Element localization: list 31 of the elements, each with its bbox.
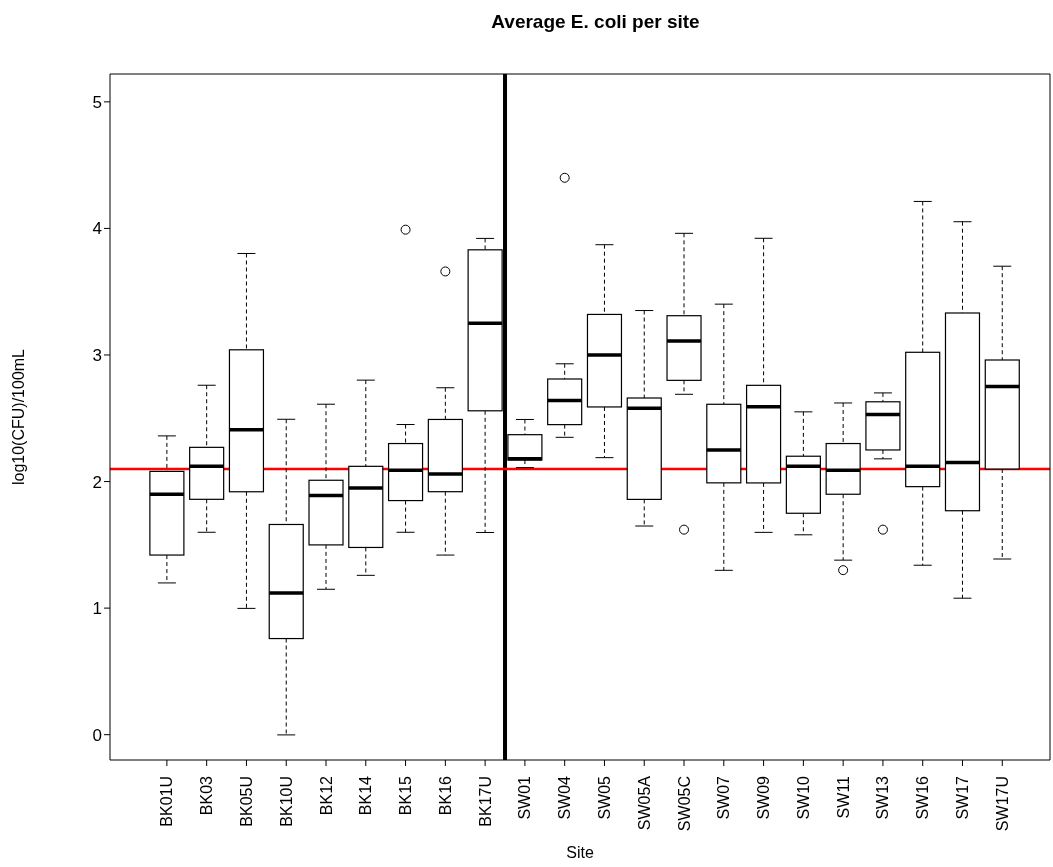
x-tick-label: SW10: [794, 775, 812, 820]
x-tick-label: SW09: [755, 775, 773, 820]
x-tick-label: BK10U: [277, 776, 295, 827]
x-tick-label: SW17U: [993, 776, 1011, 832]
x-tick-label: SW07: [715, 775, 733, 820]
x-tick-label: BK05U: [237, 776, 255, 827]
x-tick-label: BK14: [357, 775, 375, 816]
x-tick-label: BK17U: [476, 776, 494, 827]
y-tick-label: 0: [92, 725, 102, 745]
y-axis-title: log10(CFU)/100mL: [9, 348, 27, 486]
x-tick-label: BK01U: [158, 776, 176, 827]
x-tick-label: BK03: [198, 775, 216, 816]
x-tick-label: SW04: [556, 775, 574, 820]
y-tick-label: 3: [92, 346, 102, 366]
y-tick-label: 2: [92, 472, 102, 492]
x-tick-label: SW05A: [635, 775, 653, 831]
x-tick-label: SW05C: [675, 776, 693, 832]
x-tick-label: BK12: [317, 775, 335, 816]
x-axis-title: Site: [566, 844, 594, 861]
y-tick-label: 5: [92, 92, 102, 112]
x-tick-label: BK15: [397, 775, 415, 816]
y-tick-label: 1: [92, 599, 102, 619]
x-tick-label: SW11: [834, 775, 852, 819]
x-tick-label: SW01: [516, 775, 534, 820]
y-tick-label: 4: [92, 219, 102, 239]
x-tick-label: SW17: [953, 775, 971, 820]
x-tick-label: SW13: [874, 775, 892, 820]
chart-title: Average E. coli per site: [490, 11, 701, 33]
x-tick-label: SW05: [595, 775, 613, 820]
x-tick-label: SW16: [914, 775, 932, 820]
x-tick-label: BK16: [436, 775, 454, 816]
